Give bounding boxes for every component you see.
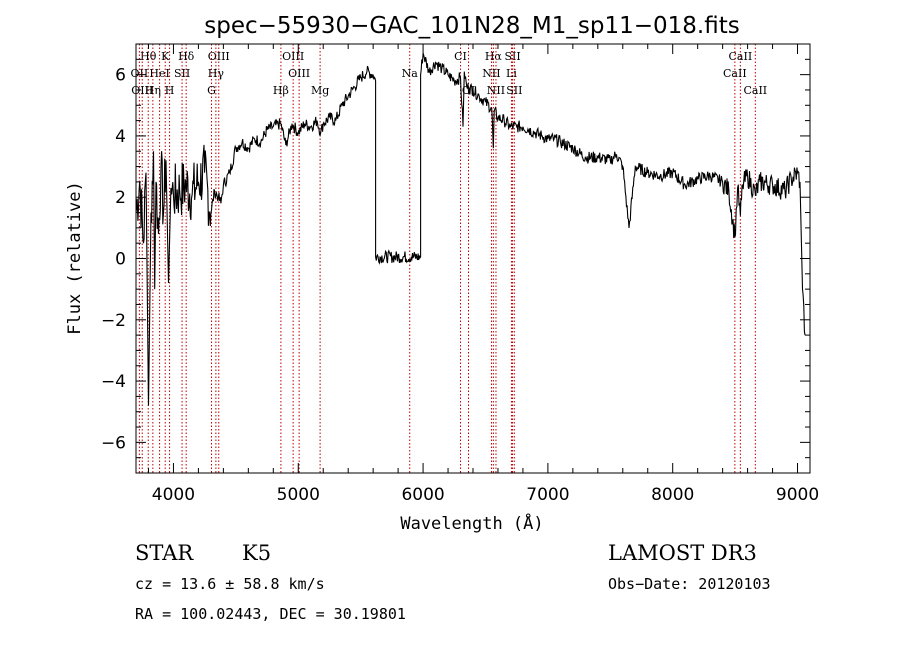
x-tick-label: 7000 [526, 485, 569, 505]
line-label: Hδ [178, 50, 195, 63]
y-tick-label: −4 [101, 372, 126, 392]
line-label: Li [506, 67, 517, 80]
line-label: OIII [282, 50, 304, 63]
object-class: STAR [135, 541, 194, 565]
line-label: CaII [743, 84, 767, 97]
x-tick-label: 6000 [401, 485, 444, 505]
y-tick-label: 0 [115, 250, 126, 270]
y-tick-label: −2 [101, 311, 126, 331]
coordinates: RA = 100.02443, DEC = 30.19801 [135, 605, 406, 623]
plot-frame [135, 43, 811, 474]
line-label: HeI [149, 67, 169, 80]
line-label: CI [454, 50, 467, 63]
line-label: OIII [288, 67, 310, 80]
line-label: K [161, 50, 170, 63]
line-label: NII [487, 84, 505, 97]
object-subclass: K5 [242, 541, 272, 565]
line-label: Hα [485, 50, 503, 63]
line-label: Hθ [140, 50, 157, 63]
line-label: NII [482, 67, 500, 80]
line-label: Hη [145, 84, 161, 97]
y-tick-label: 2 [115, 188, 126, 208]
x-tick-label: 4000 [152, 485, 195, 505]
x-axis-label: Wavelength (Å) [400, 512, 543, 534]
observation-date: Obs−Date: 20120103 [608, 575, 771, 593]
survey-name: LAMOST DR3 [608, 541, 757, 565]
line-label: OIII [131, 84, 153, 97]
y-tick-label: −6 [101, 433, 126, 453]
line-label: Hβ [273, 84, 289, 97]
chart-title: spec−55930−GAC_101N28_M1_sp11−018.fits [204, 13, 739, 39]
line-label: Mg [311, 84, 329, 97]
redshift-velocity: cz = 13.6 ± 58.8 km/s [135, 575, 325, 593]
line-label: SII [174, 67, 190, 80]
line-label: OII [131, 67, 149, 80]
x-tick-label: 8000 [651, 485, 694, 505]
line-label: SII [504, 50, 520, 63]
x-tick-label: 5000 [277, 485, 320, 505]
y-tick-label: 4 [115, 127, 126, 147]
spectrum-line [135, 53, 806, 406]
line-label: G [207, 84, 216, 97]
y-tick-label: 6 [115, 66, 126, 86]
line-label: H [165, 84, 175, 97]
line-label: Hγ [208, 67, 225, 80]
line-label: Na [402, 67, 419, 80]
line-label: SII [506, 84, 522, 97]
axis-ticks: 4000 5000 6000 7000 8000 9000 −6 −4 −2 0 2 4 6 [101, 43, 819, 505]
y-axis-label: Flux (relative) [65, 181, 85, 335]
x-tick-label: 9000 [776, 485, 819, 505]
line-label: CaII [723, 67, 747, 80]
line-label: OIII [208, 50, 230, 63]
line-label: CaII [729, 50, 753, 63]
